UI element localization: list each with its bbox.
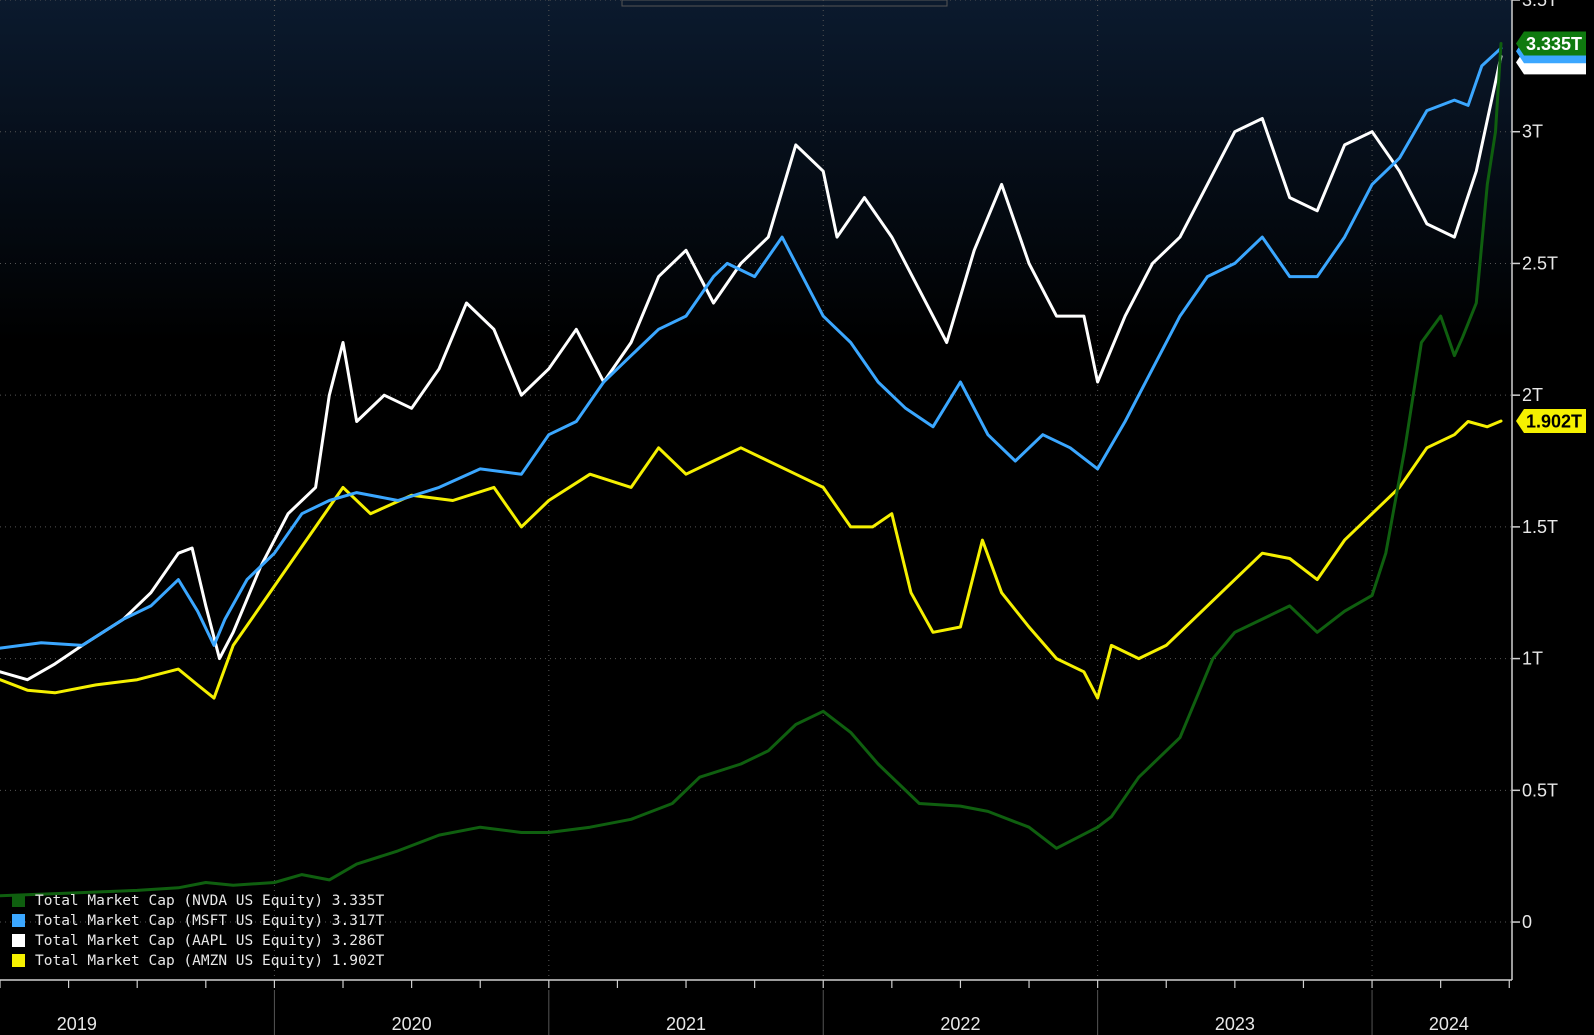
legend-entry: Total Market Cap (NVDA US Equity) 3.335T: [35, 893, 384, 909]
series-line: [0, 42, 1503, 898]
legend-swatch: [12, 914, 25, 927]
top-toolbar-stub: [621, 0, 948, 7]
series-line: [0, 419, 1503, 700]
legend-entry: Total Market Cap (MSFT US Equity) 3.317T: [35, 913, 384, 929]
legend-swatch: [12, 934, 25, 947]
badge-shape: [1516, 408, 1586, 433]
legend-swatch: [12, 954, 25, 967]
y-tick-label: 1T: [1522, 649, 1543, 669]
legend: Total Market Cap (NVDA US Equity) 3.335T…: [12, 893, 384, 969]
y-tick-label: 1.5T: [1522, 517, 1558, 537]
y-tick-label: 3.5T: [1522, 0, 1558, 10]
series-line: [0, 54, 1503, 682]
x-year-label: 2022: [940, 1014, 980, 1034]
y-tick-label: 3T: [1522, 122, 1543, 142]
x-year-label: 2024: [1429, 1014, 1469, 1034]
y-tick-label: 2.5T: [1522, 253, 1558, 273]
x-year-label: 2019: [57, 1014, 97, 1034]
series-line: [0, 46, 1503, 650]
plot-background: [0, 0, 1512, 980]
x-year-label: 2020: [392, 1014, 432, 1034]
y-tick-label: 2T: [1522, 385, 1543, 405]
badge-label: 1.902T: [1526, 411, 1582, 431]
badge-label: 3.335T: [1526, 34, 1582, 54]
y-tick-label: 0.5T: [1522, 780, 1558, 800]
x-year-label: 2023: [1215, 1014, 1255, 1034]
legend-swatch: [12, 894, 25, 907]
badge-shape: [1516, 31, 1586, 56]
last-value-badge: 1.902T: [1516, 408, 1586, 433]
legend-entry: Total Market Cap (AAPL US Equity) 3.286T: [35, 933, 384, 949]
last-value-badge: 3.335T: [1516, 31, 1586, 56]
y-tick-label: 0: [1522, 912, 1532, 932]
x-year-label: 2021: [666, 1014, 706, 1034]
legend-entry: Total Market Cap (AMZN US Equity) 1.902T: [35, 953, 384, 969]
series-layer: [0, 42, 1503, 898]
